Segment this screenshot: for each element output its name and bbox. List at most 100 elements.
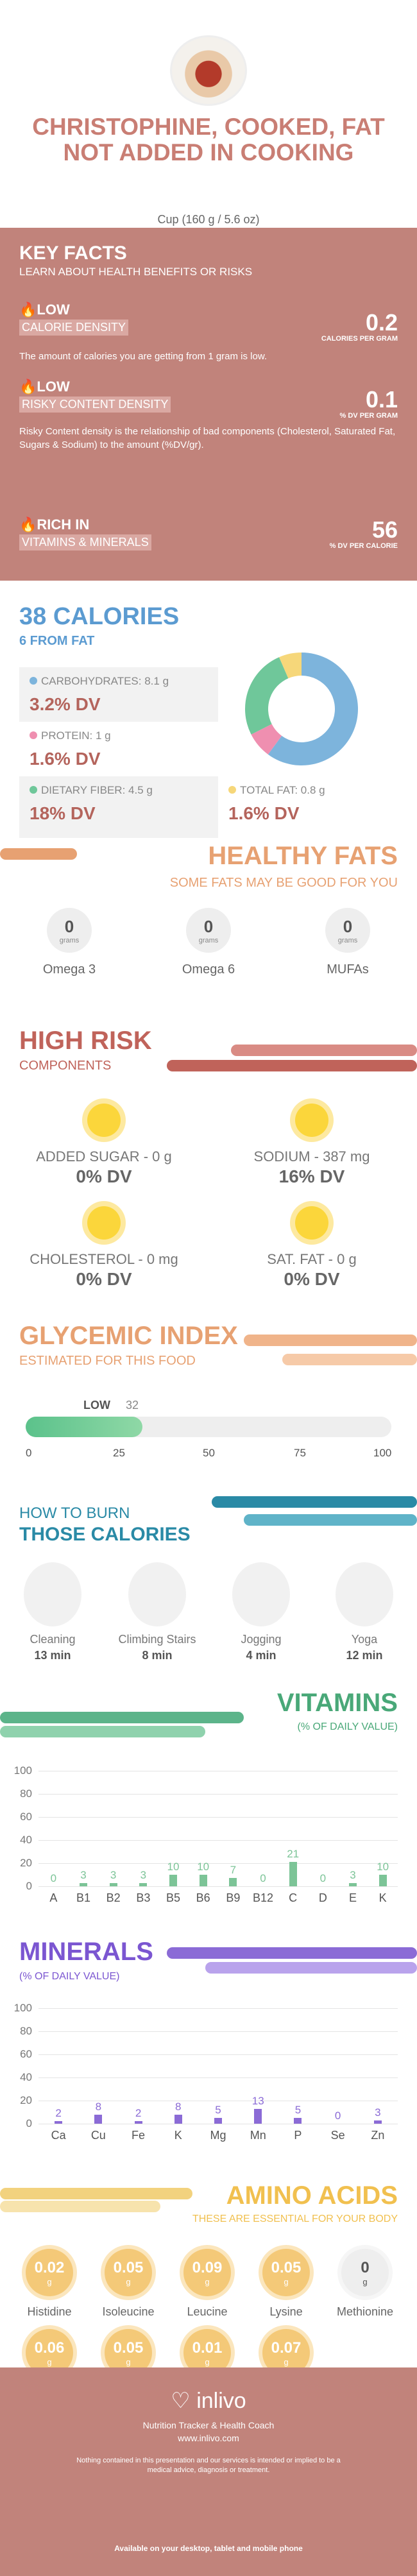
cholesterol-label: CHOLESTEROL - 0 mg xyxy=(30,1251,178,1267)
total-fat-dv: 1.6% DV xyxy=(228,803,300,823)
yoga-time: 12 min xyxy=(346,1649,383,1662)
fat-slice xyxy=(279,653,302,679)
inlivo-logo: ♡ inlivo xyxy=(171,2389,246,2413)
mufas-unit: grams xyxy=(337,936,358,944)
risky-content-chip: 🔥LOW RISKY CONTENT DENSITY xyxy=(19,379,171,414)
decor-stripe xyxy=(231,1045,417,1056)
amino-name: Histidine xyxy=(27,2305,72,2318)
calorie-density-chip: 🔥LOW CALORIE DENSITY xyxy=(19,302,129,337)
amino-unit: g xyxy=(47,2276,52,2287)
bar-value-A: 0 xyxy=(50,1872,57,1884)
mufas-label: MUFAs xyxy=(327,962,369,977)
protein-box: PROTEIN: 1 g 1.6% DV xyxy=(19,722,218,783)
y-tick-label: 60 xyxy=(20,1811,32,1823)
gridline xyxy=(38,1840,398,1841)
risky-content-desc: Risky Content density is the relationshi… xyxy=(19,426,396,450)
bar-B3 xyxy=(139,1882,148,1886)
total-fat-label: TOTAL FAT: 0.8 g xyxy=(240,784,325,796)
category-label-P: P xyxy=(294,2129,302,2142)
bar-value-B6: 10 xyxy=(197,1861,210,1873)
bar-Cu xyxy=(94,2114,103,2124)
bar-value-Cu: 8 xyxy=(95,2100,102,2113)
cleaning-time: 13 min xyxy=(34,1649,71,1662)
amino-subtitle: THESE ARE ESSENTIAL FOR YOUR BODY xyxy=(192,2213,398,2224)
gridline xyxy=(38,1863,398,1864)
amino-value: 0 xyxy=(361,2258,370,2276)
footer-url[interactable]: www.inlivo.com xyxy=(178,2433,239,2443)
climbing-stairs-time: 8 min xyxy=(142,1649,173,1662)
omega6-label: Omega 6 xyxy=(182,962,235,977)
category-label-B2: B2 xyxy=(106,1891,121,1904)
y-tick-label: 100 xyxy=(13,2002,32,2014)
added-sugar-label: ADDED SUGAR - 0 g xyxy=(36,1148,172,1164)
gi-tick-0: 0 xyxy=(26,1447,32,1459)
minerals-subtitle: (% OF DAILY VALUE) xyxy=(19,1971,120,1982)
amino-value: 0.05 xyxy=(271,2258,302,2276)
flame-icon: 🔥 xyxy=(19,302,37,318)
omega3-circle: 0 grams xyxy=(47,908,92,953)
sodium-label: SODIUM - 387 mg xyxy=(253,1148,370,1164)
calories-title: 38 CALORIES xyxy=(19,603,180,630)
amino-circle-histidine: 0.02 g xyxy=(26,2249,73,2296)
mufas-value: 0 xyxy=(343,916,353,936)
decor-stripe xyxy=(0,1712,244,1723)
bar-value-C: 21 xyxy=(287,1848,300,1861)
climbing-stairs-label: Climbing Stairs xyxy=(118,1633,196,1646)
bar-value-Mg: 5 xyxy=(215,2104,221,2116)
glycemic-bar-fill xyxy=(26,1417,143,1437)
food-photo xyxy=(170,35,247,106)
decor-stripe xyxy=(0,1726,205,1737)
minerals-chart: 100 80 60 40 20 0 2 Ca 8 Cu 2 Fe 8 K 5 Mg 13 Mn 5 P 0 Se 3 Zn xyxy=(13,2002,398,2169)
category-label-D: D xyxy=(318,1891,327,1904)
glycemic-title: GLYCEMIC INDEX xyxy=(19,1322,238,1350)
y-tick-label: 40 xyxy=(20,1834,32,1846)
footer-available: Available on your desktop, tablet and mo… xyxy=(114,2544,303,2553)
bar-P xyxy=(294,2118,302,2124)
amino-unit: g xyxy=(47,2357,52,2367)
category-label-B5: B5 xyxy=(166,1891,181,1904)
amino-unit: g xyxy=(362,2276,368,2287)
bar-Mn xyxy=(254,2108,262,2124)
decor-stripe xyxy=(0,2188,192,2199)
vitamins-subtitle: (% OF DAILY VALUE) xyxy=(297,1721,398,1732)
category-label-A: A xyxy=(49,1891,58,1904)
bar-value-K: 8 xyxy=(175,2100,182,2113)
risky-content-value: 0.1 xyxy=(365,386,398,413)
bar-value-B9: 7 xyxy=(230,1864,237,1877)
category-label-B6: B6 xyxy=(196,1891,210,1904)
decor-stripe xyxy=(167,1947,417,1959)
category-label-K: K xyxy=(174,2129,182,2142)
bar-value-E: 3 xyxy=(350,1868,356,1881)
bar-value-B12: 0 xyxy=(260,1872,266,1884)
amino-unit: g xyxy=(205,2357,210,2367)
amino-value: 0.07 xyxy=(271,2339,302,2357)
y-tick-label: 0 xyxy=(26,1880,32,1892)
amino-name: Methionine xyxy=(336,2305,394,2318)
healthy-fats-subtitle: SOME FATS MAY BE GOOD FOR YOU xyxy=(169,876,398,890)
vitamins-title: VITAMINS xyxy=(277,1689,398,1717)
flame-icon: 🔥 xyxy=(19,379,37,395)
cleaning-figure xyxy=(24,1562,81,1626)
category-label-Mn: Mn xyxy=(250,2129,266,2142)
healthy-fats-title: HEALTHY FATS xyxy=(208,842,398,870)
amino-unit: g xyxy=(205,2276,210,2287)
bar-value-Mn: 13 xyxy=(251,2094,264,2107)
y-tick-label: 100 xyxy=(13,1764,32,1777)
risky-content-unit: % DV PER GRAM xyxy=(339,412,398,420)
serving-size: Cup (160 g / 5.6 oz) xyxy=(157,213,260,226)
omega3-label: Omega 3 xyxy=(42,962,96,977)
jogging-time: 4 min xyxy=(246,1649,277,1662)
sat-fat-dv: 0% DV xyxy=(284,1269,340,1289)
vitamins-minerals-label: VITAMINS & MINERALS xyxy=(19,534,151,550)
risky-content-label: RISKY CONTENT DENSITY xyxy=(19,397,171,413)
amino-unit: g xyxy=(126,2357,131,2367)
risky-content-level: LOW xyxy=(37,379,70,395)
amino-value: 0.02 xyxy=(34,2258,65,2276)
carbohydrates-label: CARBOHYDRATES: 8.1 g xyxy=(41,675,169,687)
calorie-density-unit: CALORIES PER GRAM xyxy=(321,335,398,343)
glycemic-bar xyxy=(26,1417,391,1437)
vitamins-minerals-unit: % DV PER CALORIE xyxy=(329,542,398,550)
carbohydrates-box: CARBOHYDRATES: 8.1 g 3.2% DV xyxy=(19,667,218,729)
amino-title: AMINO ACIDS xyxy=(226,2181,398,2210)
